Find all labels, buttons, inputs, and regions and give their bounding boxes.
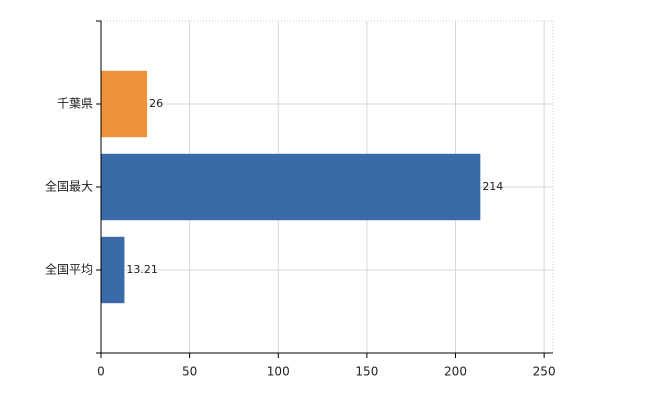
bar <box>101 236 125 304</box>
x-tick-label: 100 <box>267 365 290 379</box>
x-tick-label: 250 <box>533 365 556 379</box>
value-label: 26 <box>149 97 163 110</box>
x-tick-label: 50 <box>182 365 197 379</box>
y-tick-label: 全国平均 <box>45 262 93 277</box>
bar <box>101 153 481 221</box>
x-tick-label: 200 <box>444 365 467 379</box>
value-label: 214 <box>482 180 503 193</box>
y-tick-label: 千葉県 <box>57 97 93 111</box>
bar <box>101 70 148 138</box>
x-tick-label: 0 <box>97 365 105 379</box>
y-tick-label: 全国最大 <box>45 179 93 194</box>
x-tick-label: 150 <box>355 365 378 379</box>
value-label: 13.21 <box>126 263 158 276</box>
